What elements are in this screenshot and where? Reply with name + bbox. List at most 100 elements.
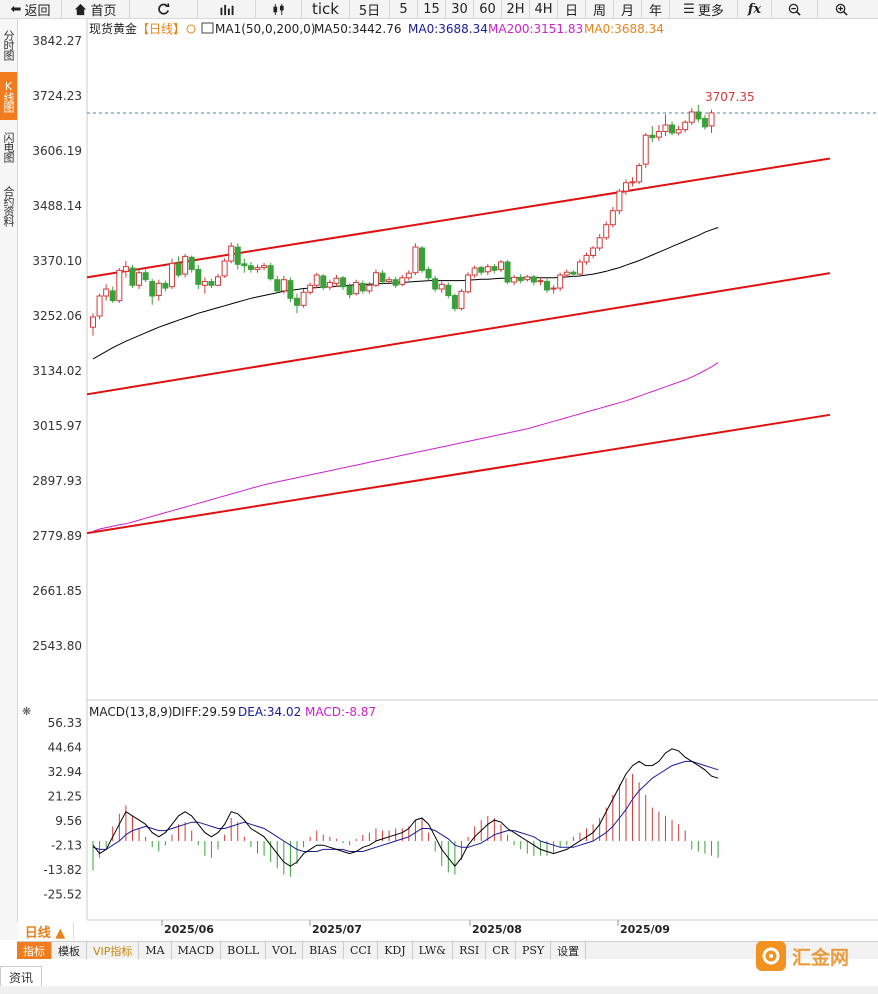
- indicator-tab[interactable]: 指标: [17, 942, 52, 959]
- candle-body: [616, 190, 623, 212]
- candle-body: [465, 274, 472, 293]
- more-button[interactable]: ☰ 更多: [670, 0, 738, 19]
- chart-type-button[interactable]: [198, 0, 256, 18]
- candle-body: [590, 247, 597, 256]
- macd-tick-label: 56.33: [48, 716, 82, 730]
- indicator-tab[interactable]: BIAS: [303, 942, 344, 959]
- candle-body: [544, 281, 551, 291]
- candle-body: [570, 271, 577, 275]
- candle-body: [386, 279, 393, 283]
- candle-body: [247, 265, 254, 270]
- period-30min[interactable]: 30: [446, 0, 474, 18]
- period-60min[interactable]: 60: [474, 0, 502, 18]
- candle-body: [261, 265, 268, 269]
- home-button[interactable]: 首页: [62, 0, 130, 19]
- candle-body: [419, 247, 425, 271]
- candle-body: [511, 276, 518, 283]
- candle-body: [267, 265, 274, 280]
- indicator-tab[interactable]: RSI: [453, 942, 487, 959]
- period-15min[interactable]: 15: [418, 0, 446, 18]
- candle-body: [576, 261, 583, 275]
- candle-body: [149, 281, 156, 297]
- time-axis: 2025/06 2025/07 2025/08 2025/09: [161, 920, 670, 936]
- candle-body: [274, 279, 281, 292]
- period-day[interactable]: 日: [558, 0, 586, 19]
- price-tick-label: 2897.93: [32, 474, 82, 488]
- candle-body: [603, 224, 610, 239]
- candle-body: [353, 281, 360, 295]
- zoom-in-icon: [835, 3, 848, 16]
- period-toggle-icon[interactable]: [186, 24, 196, 34]
- indicator-tab[interactable]: VIP指标: [87, 942, 140, 959]
- candle-body: [438, 283, 445, 290]
- trendline: [86, 272, 831, 396]
- zoom-out-button[interactable]: [772, 0, 818, 18]
- candle-body: [215, 276, 222, 286]
- period-month[interactable]: 月: [614, 0, 642, 19]
- refresh-button[interactable]: [130, 0, 198, 18]
- candle-body: [122, 266, 129, 272]
- indicator-tab[interactable]: MACD: [172, 942, 222, 959]
- candle-body: [333, 277, 340, 284]
- candlestick-icon: [220, 4, 233, 15]
- macd-settings-icon[interactable]: ❋: [22, 705, 31, 718]
- period-week[interactable]: 周: [586, 0, 614, 19]
- candle-body: [372, 272, 379, 286]
- period-5min[interactable]: 5: [390, 0, 418, 18]
- home-icon: [75, 3, 87, 15]
- candle-body: [300, 291, 307, 306]
- zoom-in-button[interactable]: [818, 0, 864, 18]
- indicator-tab[interactable]: MA: [139, 942, 172, 959]
- macd-axis: 56.33 44.64 32.94 21.25 9.56 -2.13 -13.82 -25.5…: [43, 716, 82, 902]
- period-5day[interactable]: 5日: [350, 0, 390, 19]
- price-tick-label: 3252.06: [32, 309, 82, 323]
- indicator-box-icon[interactable]: [201, 22, 214, 34]
- indicator-tab[interactable]: BOLL: [221, 942, 266, 959]
- indicator-tab[interactable]: KDJ: [378, 942, 413, 959]
- period-2h[interactable]: 2H: [502, 0, 530, 18]
- tab-contract[interactable]: 合约资料: [2, 186, 15, 226]
- period-selector[interactable]: 日线 ▲: [17, 922, 74, 941]
- formula-button[interactable]: fx: [738, 0, 772, 18]
- candle-body: [175, 263, 182, 276]
- kline-icon: [272, 3, 284, 15]
- candle-body: [307, 284, 314, 293]
- indicator-tab[interactable]: CCI: [344, 942, 379, 959]
- candle-body: [471, 267, 478, 276]
- candle-body: [96, 295, 103, 317]
- ma200-value: MA200:3151.83: [488, 22, 583, 36]
- tab-kline[interactable]: K线图: [0, 72, 17, 120]
- period-tick[interactable]: tick: [302, 0, 350, 18]
- candle-style-button[interactable]: [256, 0, 302, 18]
- indicator-tab[interactable]: PSY: [516, 942, 552, 959]
- back-button[interactable]: ⬅ 返回: [0, 0, 62, 19]
- refresh-icon: [158, 2, 170, 15]
- indicator-tab[interactable]: CR: [486, 942, 516, 959]
- macd-tick-label: 32.94: [48, 765, 82, 779]
- ma50-line: [92, 227, 719, 360]
- price-tick-label: 2779.89: [32, 529, 82, 543]
- period-year[interactable]: 年: [642, 0, 670, 19]
- indicator-tab[interactable]: VOL: [266, 942, 304, 959]
- tab-flash[interactable]: 闪电图: [2, 132, 15, 162]
- indicator-tab[interactable]: 设置: [551, 942, 587, 959]
- macd-dea: DEA:34.02: [238, 705, 301, 719]
- macd-tick-label: -13.82: [43, 863, 82, 877]
- period-4h[interactable]: 4H: [530, 0, 558, 18]
- info-tab[interactable]: 资讯: [0, 966, 42, 987]
- tab-fenshi[interactable]: 分时图: [2, 30, 15, 60]
- candle-body: [340, 277, 347, 288]
- candle-body: [458, 290, 465, 310]
- macd-pane: [92, 748, 719, 877]
- candle-body: [445, 284, 452, 297]
- candle-body: [701, 117, 708, 128]
- candle-body: [491, 266, 498, 271]
- indicator-tab[interactable]: 模板: [52, 942, 87, 959]
- macd-name: MACD(13,8,9): [89, 705, 173, 719]
- indicator-tab[interactable]: LW&: [413, 942, 454, 959]
- chart-canvas[interactable]: 3842.27 3724.23 3606.19 3488.14 3370.10 3252.…: [0, 0, 878, 940]
- period-label: 【日线】: [137, 22, 185, 36]
- time-tick-label: 2025/07: [312, 923, 362, 936]
- candle-body: [313, 274, 320, 286]
- candle-body: [432, 278, 439, 290]
